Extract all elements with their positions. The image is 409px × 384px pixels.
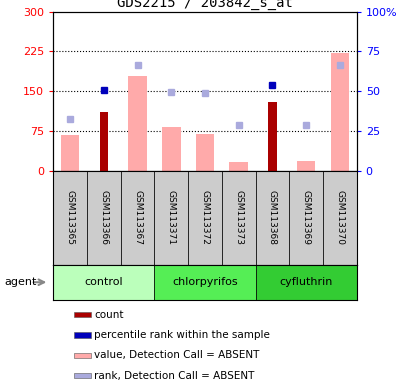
Text: GSM113366: GSM113366 [99, 190, 108, 245]
Bar [195, 134, 214, 171]
Bar [99, 113, 108, 171]
Bar [61, 135, 79, 171]
Text: GSM113372: GSM113372 [200, 190, 209, 245]
Bar [322, 171, 356, 265]
Text: agent: agent [4, 277, 36, 287]
Text: GSM113365: GSM113365 [65, 190, 74, 245]
Bar [74, 312, 91, 317]
Bar [53, 171, 87, 265]
Bar [162, 127, 180, 171]
Bar [229, 162, 247, 171]
Text: GSM113370: GSM113370 [335, 190, 344, 245]
Bar [120, 171, 154, 265]
Bar [255, 171, 289, 265]
Bar [74, 373, 91, 378]
Text: GSM113369: GSM113369 [301, 190, 310, 245]
Text: control: control [84, 277, 123, 287]
Text: count: count [94, 310, 124, 320]
Bar [74, 333, 91, 338]
Text: GSM113371: GSM113371 [166, 190, 175, 245]
Bar [267, 102, 276, 171]
Text: rank, Detection Call = ABSENT: rank, Detection Call = ABSENT [94, 371, 254, 381]
Bar [221, 171, 255, 265]
Text: GSM113373: GSM113373 [234, 190, 243, 245]
Text: chlorpyrifos: chlorpyrifos [172, 277, 237, 287]
Bar [74, 353, 91, 358]
Bar [154, 171, 188, 265]
Bar [188, 171, 221, 265]
Text: percentile rank within the sample: percentile rank within the sample [94, 330, 270, 340]
Bar [255, 265, 356, 300]
Bar [289, 171, 322, 265]
Text: cyfluthrin: cyfluthrin [279, 277, 332, 287]
Bar [128, 76, 146, 171]
Text: GSM113368: GSM113368 [267, 190, 276, 245]
Text: GSM113367: GSM113367 [133, 190, 142, 245]
Title: GDS2215 / 203842_s_at: GDS2215 / 203842_s_at [117, 0, 292, 10]
Bar [154, 265, 255, 300]
Bar [87, 171, 120, 265]
Bar [330, 53, 348, 171]
Bar [296, 161, 315, 171]
Text: value, Detection Call = ABSENT: value, Detection Call = ABSENT [94, 350, 259, 360]
Bar [53, 265, 154, 300]
